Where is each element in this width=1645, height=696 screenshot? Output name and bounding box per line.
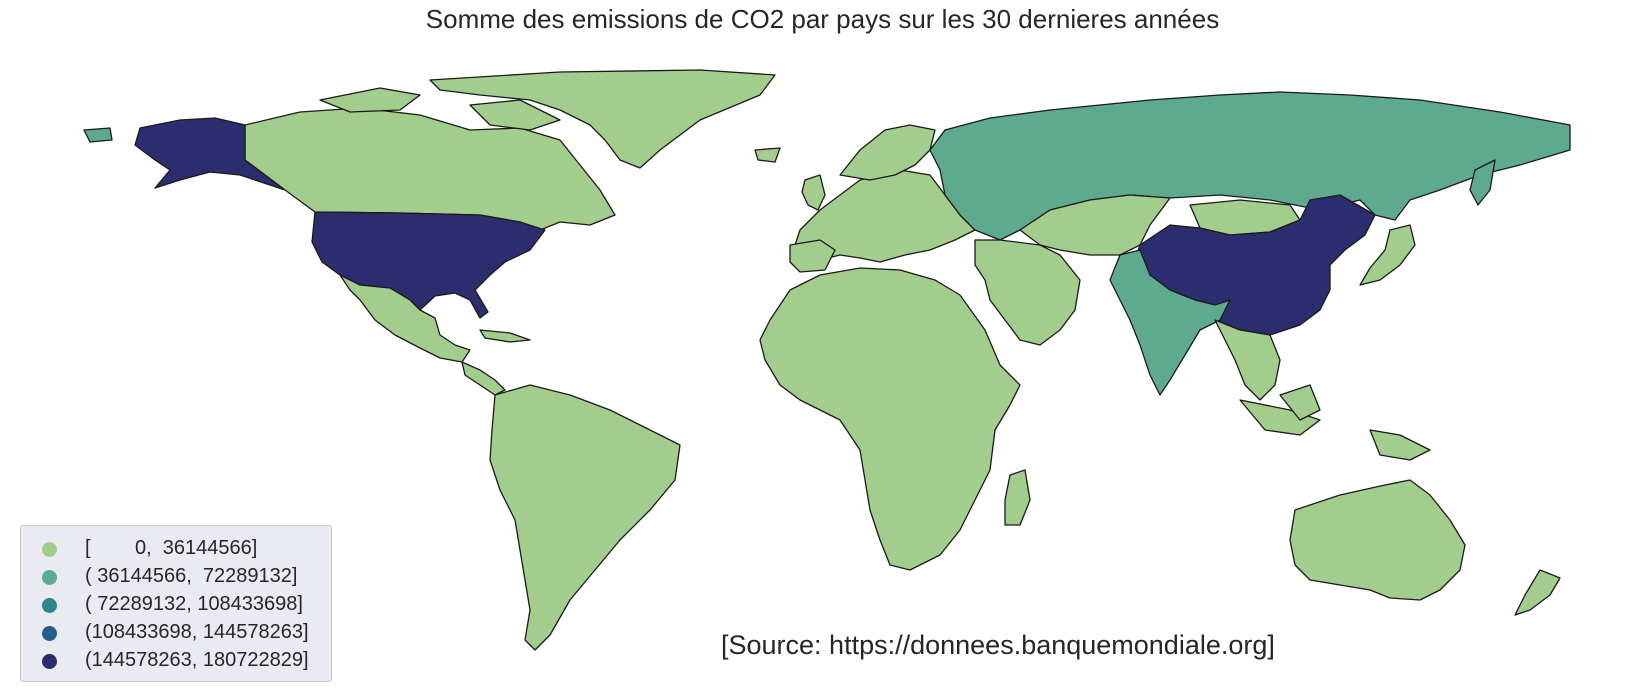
region-scandinavia [839, 124, 936, 181]
legend-swatch [42, 542, 57, 557]
region-iceland [754, 147, 781, 163]
region-far-east-edge [83, 127, 113, 143]
region-canada [244, 107, 616, 231]
region-kamchatka [1469, 159, 1496, 206]
region-middle-east [974, 239, 1081, 346]
region-central-asia [1019, 194, 1171, 256]
legend-label: ( 36144566, 72289132] [85, 565, 298, 587]
region-greenland [429, 69, 776, 169]
legend-item: (144578263, 180722829] [21, 648, 331, 674]
region-usa [311, 211, 546, 319]
legend-swatch [42, 570, 57, 585]
legend-swatch [42, 654, 57, 669]
region-russia [929, 91, 1571, 241]
legend-label: (144578263, 180722829] [85, 649, 309, 671]
region-madagascar [1004, 469, 1031, 526]
region-arctic-islands [319, 87, 421, 113]
region-indonesia [1239, 399, 1321, 436]
region-africa [759, 267, 1021, 571]
legend-label: (108433698, 144578263] [85, 621, 309, 643]
legend-item: ( 36144566, 72289132] [21, 564, 331, 590]
region-new-zealand [1514, 569, 1561, 616]
legend-label: ( 72289132, 108433698] [85, 593, 303, 615]
map-title: Somme des emissions de CO2 par pays sur … [425, 4, 1220, 34]
legend-item: ( 72289132, 108433698] [21, 592, 331, 618]
legend-item: [ 0, 36144566] [21, 536, 331, 562]
region-mexico [339, 274, 471, 363]
legend-swatch [42, 598, 57, 613]
region-se-asia [1214, 319, 1281, 401]
region-india [1109, 249, 1231, 396]
region-caribbean [479, 329, 531, 343]
source-note: [Source: https://donnees.banquemondiale.… [721, 630, 1275, 660]
legend-label: [ 0, 36144566] [85, 537, 258, 559]
region-alaska [134, 117, 286, 191]
map-legend: [ 0, 36144566] ( 36144566, 72289132] ( 722… [20, 525, 332, 682]
region-central-america [461, 361, 506, 396]
region-new-guinea [1369, 429, 1431, 461]
region-japan [1359, 224, 1416, 286]
region-borneo [1279, 384, 1321, 421]
region-south-america [489, 384, 681, 651]
region-australia [1289, 479, 1466, 601]
region-uk [801, 174, 826, 211]
legend-swatch [42, 626, 57, 641]
legend-item: (108433698, 144578263] [21, 620, 331, 646]
region-iberia [789, 239, 836, 273]
region-baffin [469, 99, 561, 131]
countries-layer [83, 69, 1571, 651]
